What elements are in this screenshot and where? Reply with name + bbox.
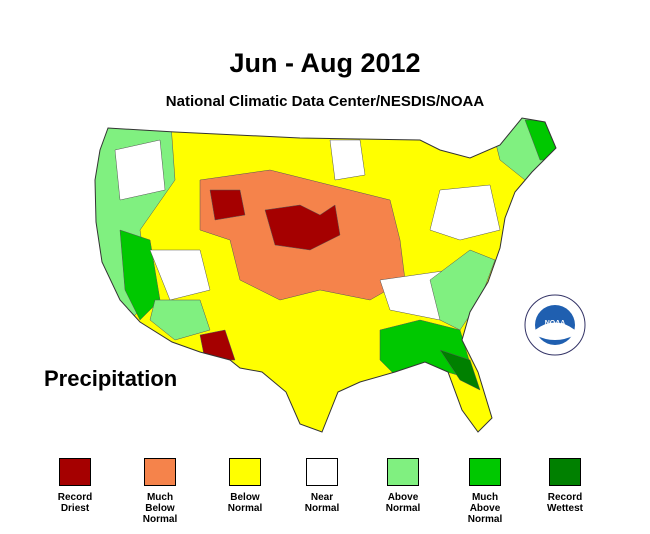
legend-swatch [306,458,338,486]
legend-swatch [387,458,419,486]
legend-label: Below Normal [227,492,263,514]
legend-swatch [469,458,501,486]
legend-swatch [144,458,176,486]
legend-item: Much Below Normal [125,458,195,525]
legend-swatch [549,458,581,486]
legend-item: Near Normal [287,458,357,514]
legend-item: Record Wettest [530,458,600,514]
legend-swatch [59,458,91,486]
map-label: Precipitation [44,366,178,391]
svg-text:NOAA: NOAA [545,320,566,327]
subtitle: National Climatic Data Center/NESDIS/NOA… [165,93,485,110]
noaa-logo: NOAA [524,294,586,356]
legend-item: Above Normal [368,458,438,514]
legend-item: Record Driest [40,458,110,514]
legend-label: Much Above Normal [467,492,503,525]
legend-item: Much Above Normal [450,458,520,525]
us-outline [94,117,557,433]
legend-label: Record Driest [57,492,93,514]
legend-label: Record Wettest [547,492,583,514]
legend-swatch [229,458,261,486]
title: Jun - Aug 2012 [229,48,421,78]
legend-label: Much Below Normal [142,492,178,525]
legend-label: Near Normal [304,492,340,514]
legend-label: Above Normal [385,492,421,514]
legend-item: Below Normal [210,458,280,514]
